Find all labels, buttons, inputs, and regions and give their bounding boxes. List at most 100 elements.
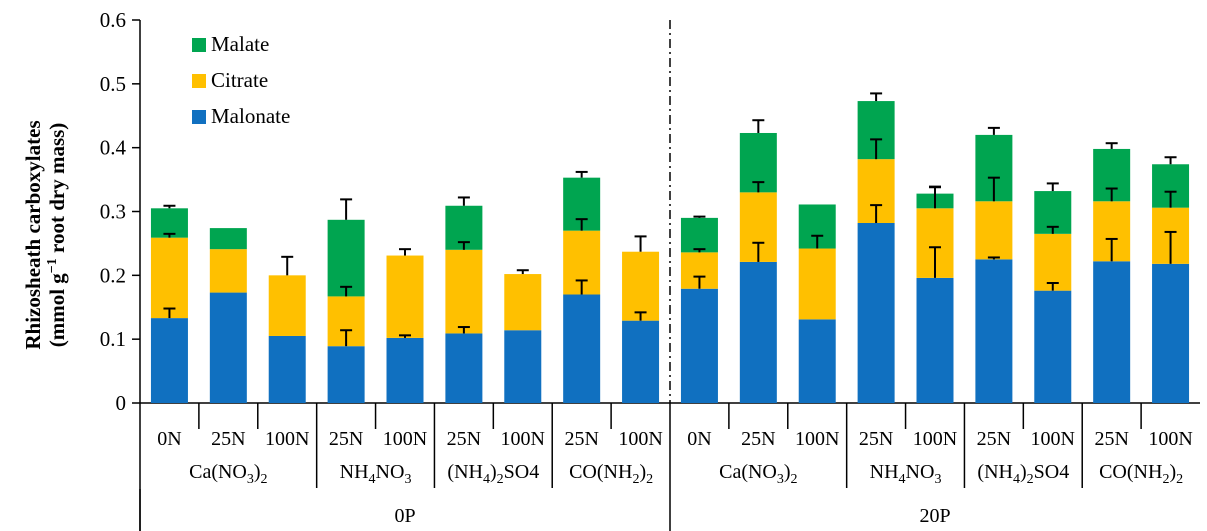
dose-label: 100N bbox=[1031, 428, 1075, 450]
compound-text: Ca(NO bbox=[189, 461, 247, 483]
dose-label: 100N bbox=[618, 428, 662, 450]
compound-label: (NH4)2SO4 bbox=[977, 461, 1069, 487]
bar-segment-malonate bbox=[1034, 290, 1072, 403]
bar-segment-malate bbox=[680, 217, 718, 253]
compound-text: ) bbox=[1020, 461, 1027, 483]
compound-subscript: 2 bbox=[1027, 472, 1034, 487]
compound-text: ) bbox=[784, 461, 791, 483]
compound-subscript: 3 bbox=[247, 472, 254, 487]
bar-segment-malonate bbox=[150, 318, 188, 403]
dose-label: 25N bbox=[329, 428, 363, 450]
legend-label: Citrate bbox=[211, 68, 268, 92]
y-tick-label: 0.4 bbox=[100, 136, 127, 160]
bar-segment-malonate bbox=[327, 346, 365, 403]
compound-text: NO bbox=[376, 461, 405, 483]
dose-label: 25N bbox=[447, 428, 481, 450]
bar-segment-malate bbox=[209, 228, 247, 250]
bar-segment-malonate bbox=[680, 288, 718, 403]
bar-segment-citrate bbox=[445, 249, 483, 334]
compound-text: SO4 bbox=[1034, 461, 1070, 483]
compound-text: ) bbox=[1169, 461, 1176, 483]
bar-segment-malonate bbox=[1152, 263, 1190, 403]
bar-segment-malonate bbox=[563, 294, 601, 403]
compound-text: NH bbox=[340, 461, 369, 483]
compound-text: (NH bbox=[447, 461, 483, 483]
dose-label: 25N bbox=[211, 428, 245, 450]
compound-text: (NH bbox=[977, 461, 1013, 483]
compound-text: NH bbox=[870, 461, 899, 483]
compound-subscript: 3 bbox=[404, 472, 411, 487]
compound-subscript: 2 bbox=[1176, 472, 1183, 487]
dose-label: 100N bbox=[383, 428, 427, 450]
bar-segment-citrate bbox=[798, 248, 836, 320]
y-axis-title: Rhizosheath carboxylates (mmol g−1 root … bbox=[21, 120, 69, 349]
bar-segment-malate bbox=[150, 208, 188, 238]
y-axis-unit-post: root dry mass) bbox=[45, 123, 69, 259]
compound-text: ) bbox=[254, 461, 261, 483]
bar-segment-malonate bbox=[798, 319, 836, 403]
dose-label: 25N bbox=[741, 428, 775, 450]
compound-subscript: 4 bbox=[899, 472, 906, 487]
dose-label: 25N bbox=[1094, 428, 1128, 450]
dose-label: 100N bbox=[913, 428, 957, 450]
y-tick-label: 0.3 bbox=[100, 200, 126, 224]
dose-label: 0N bbox=[687, 428, 711, 450]
compound-label: CO(NH2)2 bbox=[1099, 461, 1183, 487]
compound-subscript: 4 bbox=[1013, 472, 1020, 487]
p-level-label: 20P bbox=[919, 505, 950, 527]
y-axis-title-line1: Rhizosheath carboxylates bbox=[21, 120, 45, 349]
legend-label: Malate bbox=[211, 32, 269, 56]
legend: Malate Citrate Malonate bbox=[192, 32, 290, 128]
compound-label: NH4NO3 bbox=[340, 461, 412, 487]
bar-segment-citrate bbox=[975, 201, 1013, 260]
y-axis-unit-pre: (mmol g bbox=[45, 273, 69, 348]
bar-segment-malonate bbox=[504, 330, 542, 403]
compound-subscript: 4 bbox=[483, 472, 490, 487]
compound-label: CO(NH2)2 bbox=[569, 461, 653, 487]
compound-text: ) bbox=[490, 461, 497, 483]
error-bars bbox=[163, 92, 1177, 347]
compound-text: ) bbox=[639, 461, 646, 483]
bar-segment-malonate bbox=[857, 222, 895, 403]
dose-label: 100N bbox=[265, 428, 309, 450]
bar-segment-malonate bbox=[445, 333, 483, 403]
compound-text: SO4 bbox=[504, 461, 540, 483]
bar-segment-malonate bbox=[386, 337, 424, 403]
compound-label: (NH4)2SO4 bbox=[447, 461, 539, 487]
dose-label: 100N bbox=[1148, 428, 1192, 450]
legend-swatch-malonate bbox=[192, 110, 206, 124]
dose-label: 100N bbox=[501, 428, 545, 450]
bar-segment-malate bbox=[327, 219, 365, 297]
compound-subscript: 2 bbox=[261, 472, 268, 487]
bar-segment-citrate bbox=[622, 251, 660, 321]
legend-label: Malonate bbox=[211, 104, 290, 128]
bar-segment-malonate bbox=[268, 335, 306, 403]
compound-text: Ca(NO bbox=[719, 461, 777, 483]
compound-subscript: 2 bbox=[791, 472, 798, 487]
y-tick-label: 0 bbox=[116, 391, 127, 415]
dose-label: 100N bbox=[795, 428, 839, 450]
dose-label: 0N bbox=[157, 428, 181, 450]
y-tick-label: 0.5 bbox=[100, 72, 126, 96]
compound-subscript: 2 bbox=[632, 472, 639, 487]
compound-subscript: 3 bbox=[777, 472, 784, 487]
bar-segment-malonate bbox=[622, 320, 660, 403]
compound-label: NH4NO3 bbox=[870, 461, 942, 487]
compound-subscript: 4 bbox=[369, 472, 376, 487]
y-tick-label: 0.6 bbox=[100, 8, 126, 32]
dose-label: 25N bbox=[859, 428, 893, 450]
dose-label: 25N bbox=[977, 428, 1011, 450]
bar-segment-malonate bbox=[975, 259, 1013, 403]
legend-swatch-citrate bbox=[192, 74, 206, 88]
bar-segment-citrate bbox=[386, 255, 424, 338]
dose-label: 25N bbox=[564, 428, 598, 450]
compound-label: Ca(NO3)2 bbox=[719, 461, 797, 487]
bar-segment-malonate bbox=[916, 277, 954, 403]
y-axis-title-line2: (mmol g−1 root dry mass) bbox=[45, 123, 69, 348]
compound-label: Ca(NO3)2 bbox=[189, 461, 267, 487]
compound-subscript: 2 bbox=[497, 472, 504, 487]
bar-segment-citrate bbox=[268, 275, 306, 336]
compound-text: NO bbox=[906, 461, 935, 483]
